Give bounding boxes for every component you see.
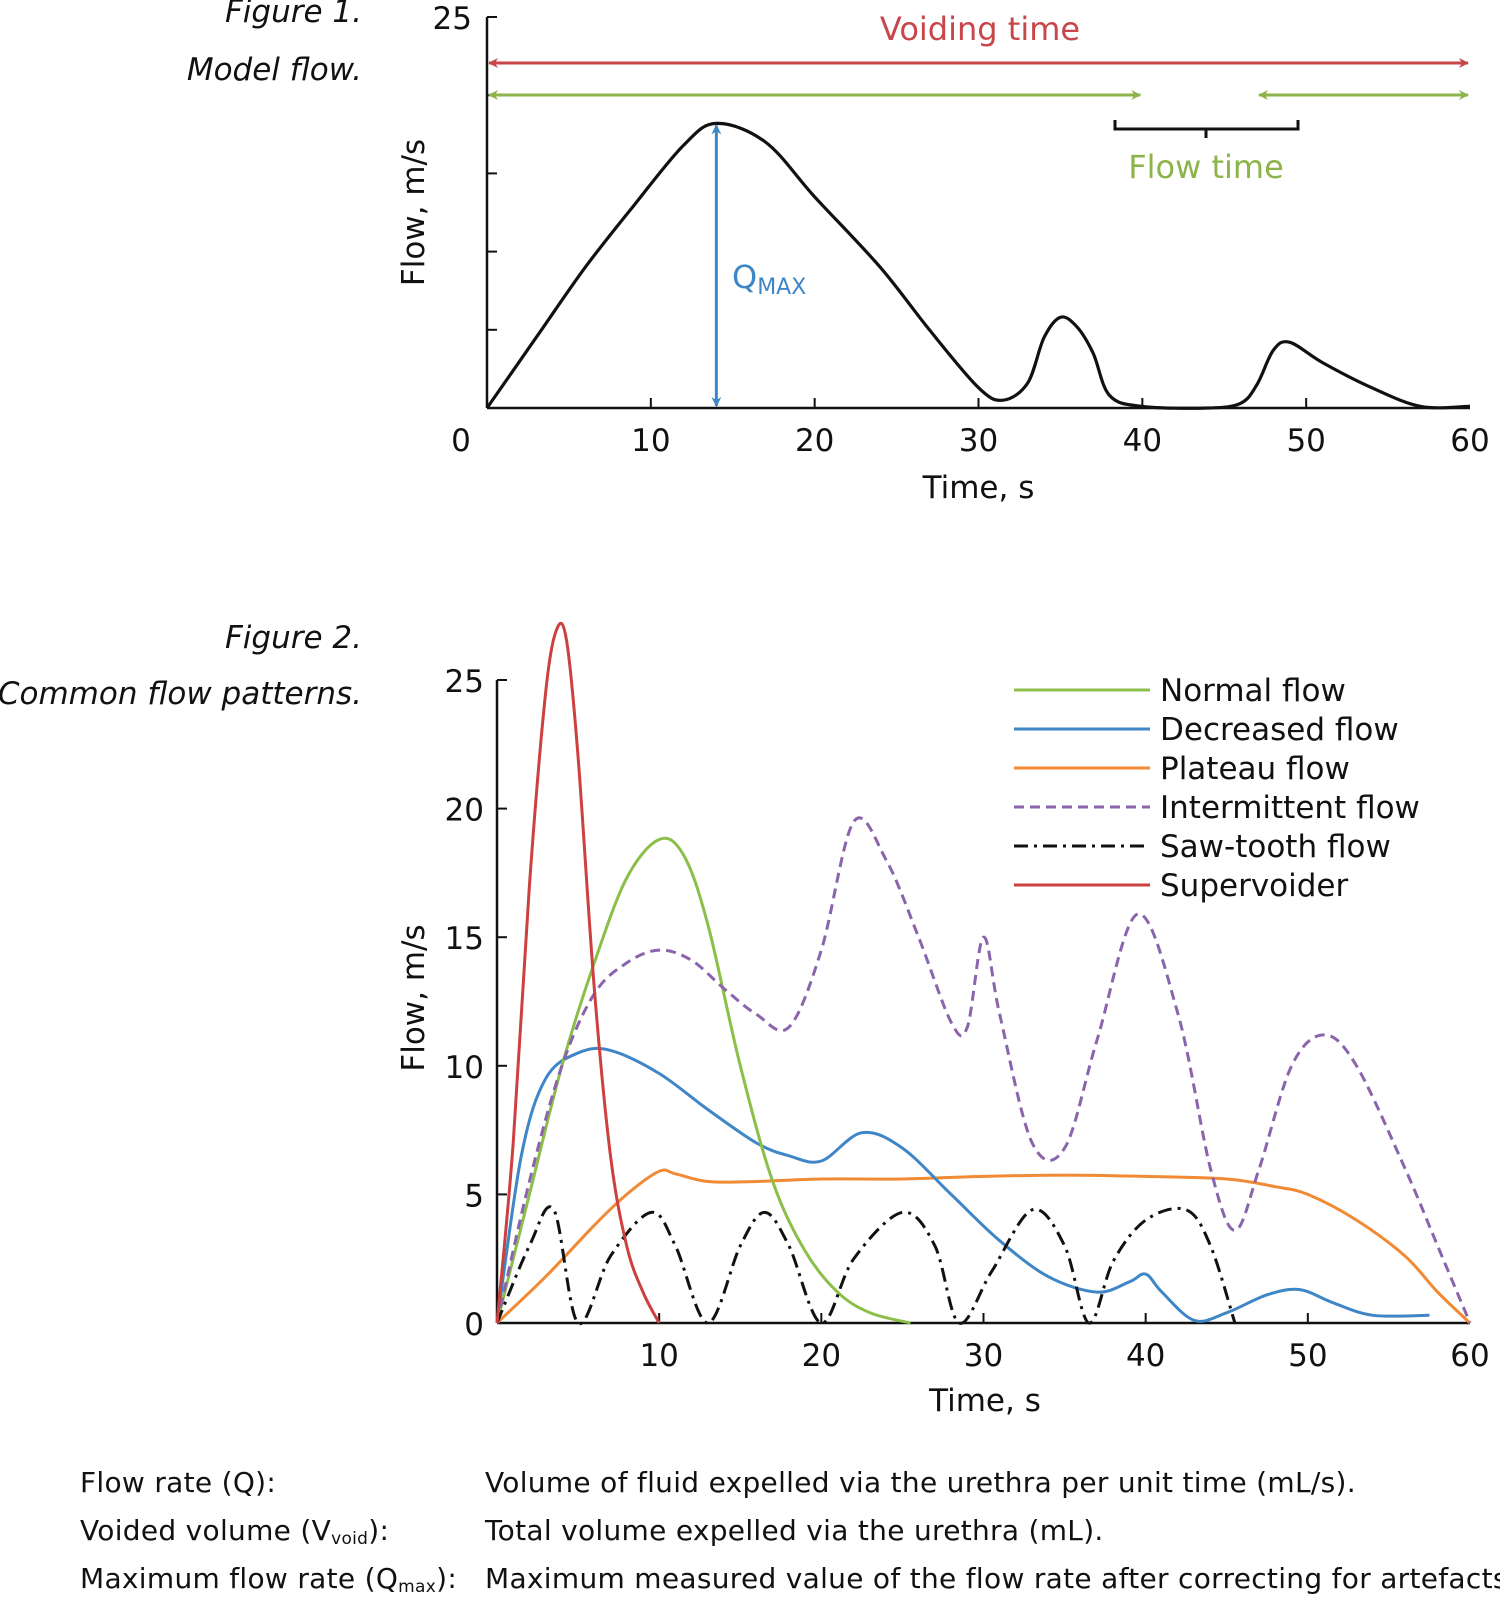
legend-label-supervoider: Supervoider: [1160, 868, 1348, 904]
definition-desc: Maximum measured value of the flow rate …: [485, 1562, 1500, 1595]
definition-term: Maximum flow rate (Qmax):: [80, 1562, 458, 1597]
definition-term: Flow rate (Q):: [80, 1466, 277, 1499]
legend-label-intermittent-flow: Intermittent flow: [1160, 790, 1420, 826]
figure1-caption-title: Model flow.: [186, 52, 362, 88]
x-tick-label: 20: [802, 1338, 841, 1374]
figure1-caption-number: Figure 1.: [224, 0, 362, 30]
flow-curve: [485, 121, 1471, 410]
y-tick-label: 5: [464, 1178, 484, 1214]
x-tick-label: 40: [1126, 1338, 1165, 1374]
figure2-caption-title: Common flow patterns.: [0, 676, 362, 712]
y-tick-label: 15: [445, 921, 484, 957]
x-tick-label: 20: [795, 423, 834, 459]
y-tick-label: 20: [445, 793, 484, 829]
series-line-plateau-flow: [495, 1168, 1472, 1325]
figure1-chart: 0 10 20 30 40 50 60 25 Time, s Flow, m/s Voiding t…: [396, 1, 1490, 506]
legend-label-decreased-flow: Decreased flow: [1160, 712, 1399, 748]
x-axis-label: Time, s: [928, 1383, 1041, 1419]
y-tick-label: 25: [445, 664, 484, 700]
qmax-label: QMAX: [732, 258, 806, 300]
figure2-caption-number: Figure 2.: [224, 620, 362, 656]
definition-desc: Total volume expelled via the urethra (m…: [485, 1514, 1104, 1547]
series-line-supervoider: [495, 621, 661, 1324]
x-tick-label: 50: [1286, 423, 1325, 459]
x-tick-label: 60: [1450, 1338, 1489, 1374]
legend-label-normal-flow: Normal flow: [1160, 673, 1346, 709]
y-tick-label: 0: [464, 1307, 484, 1343]
x-tick-label: 50: [1288, 1338, 1327, 1374]
flow-time-bracket: [1113, 120, 1300, 138]
definition-term: Voided volume (Vvoid):: [80, 1514, 390, 1549]
x-tick-label: 30: [964, 1338, 1003, 1374]
legend-label-plateau-flow: Plateau flow: [1160, 751, 1350, 787]
x-tick-label: 0: [451, 423, 471, 459]
y-tick-label: 25: [433, 1, 472, 37]
x-tick-label: 10: [631, 423, 670, 459]
flow-time-label: Flow time: [1128, 148, 1284, 186]
series-line-intermittent-flow: [495, 816, 1472, 1324]
series-line-normal-flow: [495, 836, 911, 1325]
y-axis-label: Flow, m/s: [396, 924, 432, 1071]
figure2-chart: 0 5 10 15 20 25 10 20 30 40 50 60 Time, s Flow, m/s No…: [396, 621, 1490, 1419]
voiding-time-label: Voiding time: [880, 10, 1080, 48]
legend-label-saw-tooth-flow: Saw-tooth flow: [1160, 829, 1391, 865]
y-axis-label: Flow, m/s: [396, 139, 432, 286]
series-line-saw-tooth-flow: [495, 1205, 1237, 1325]
definition-desc: Volume of fluid expelled via the urethra…: [485, 1466, 1356, 1499]
x-axis-label: Time, s: [922, 470, 1035, 506]
x-tick-label: 60: [1450, 423, 1489, 459]
x-tick-label: 40: [1123, 423, 1162, 459]
x-tick-label: 10: [639, 1338, 678, 1374]
x-tick-label: 30: [959, 423, 998, 459]
series-line-decreased-flow: [495, 1046, 1430, 1324]
y-tick-label: 10: [445, 1050, 484, 1086]
qmax-label-sub: MAX: [757, 275, 806, 300]
